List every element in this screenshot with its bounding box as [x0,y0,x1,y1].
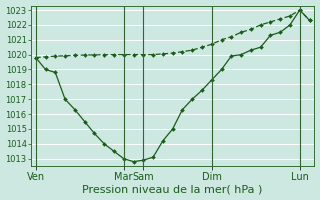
X-axis label: Pression niveau de la mer( hPa ): Pression niveau de la mer( hPa ) [83,184,263,194]
